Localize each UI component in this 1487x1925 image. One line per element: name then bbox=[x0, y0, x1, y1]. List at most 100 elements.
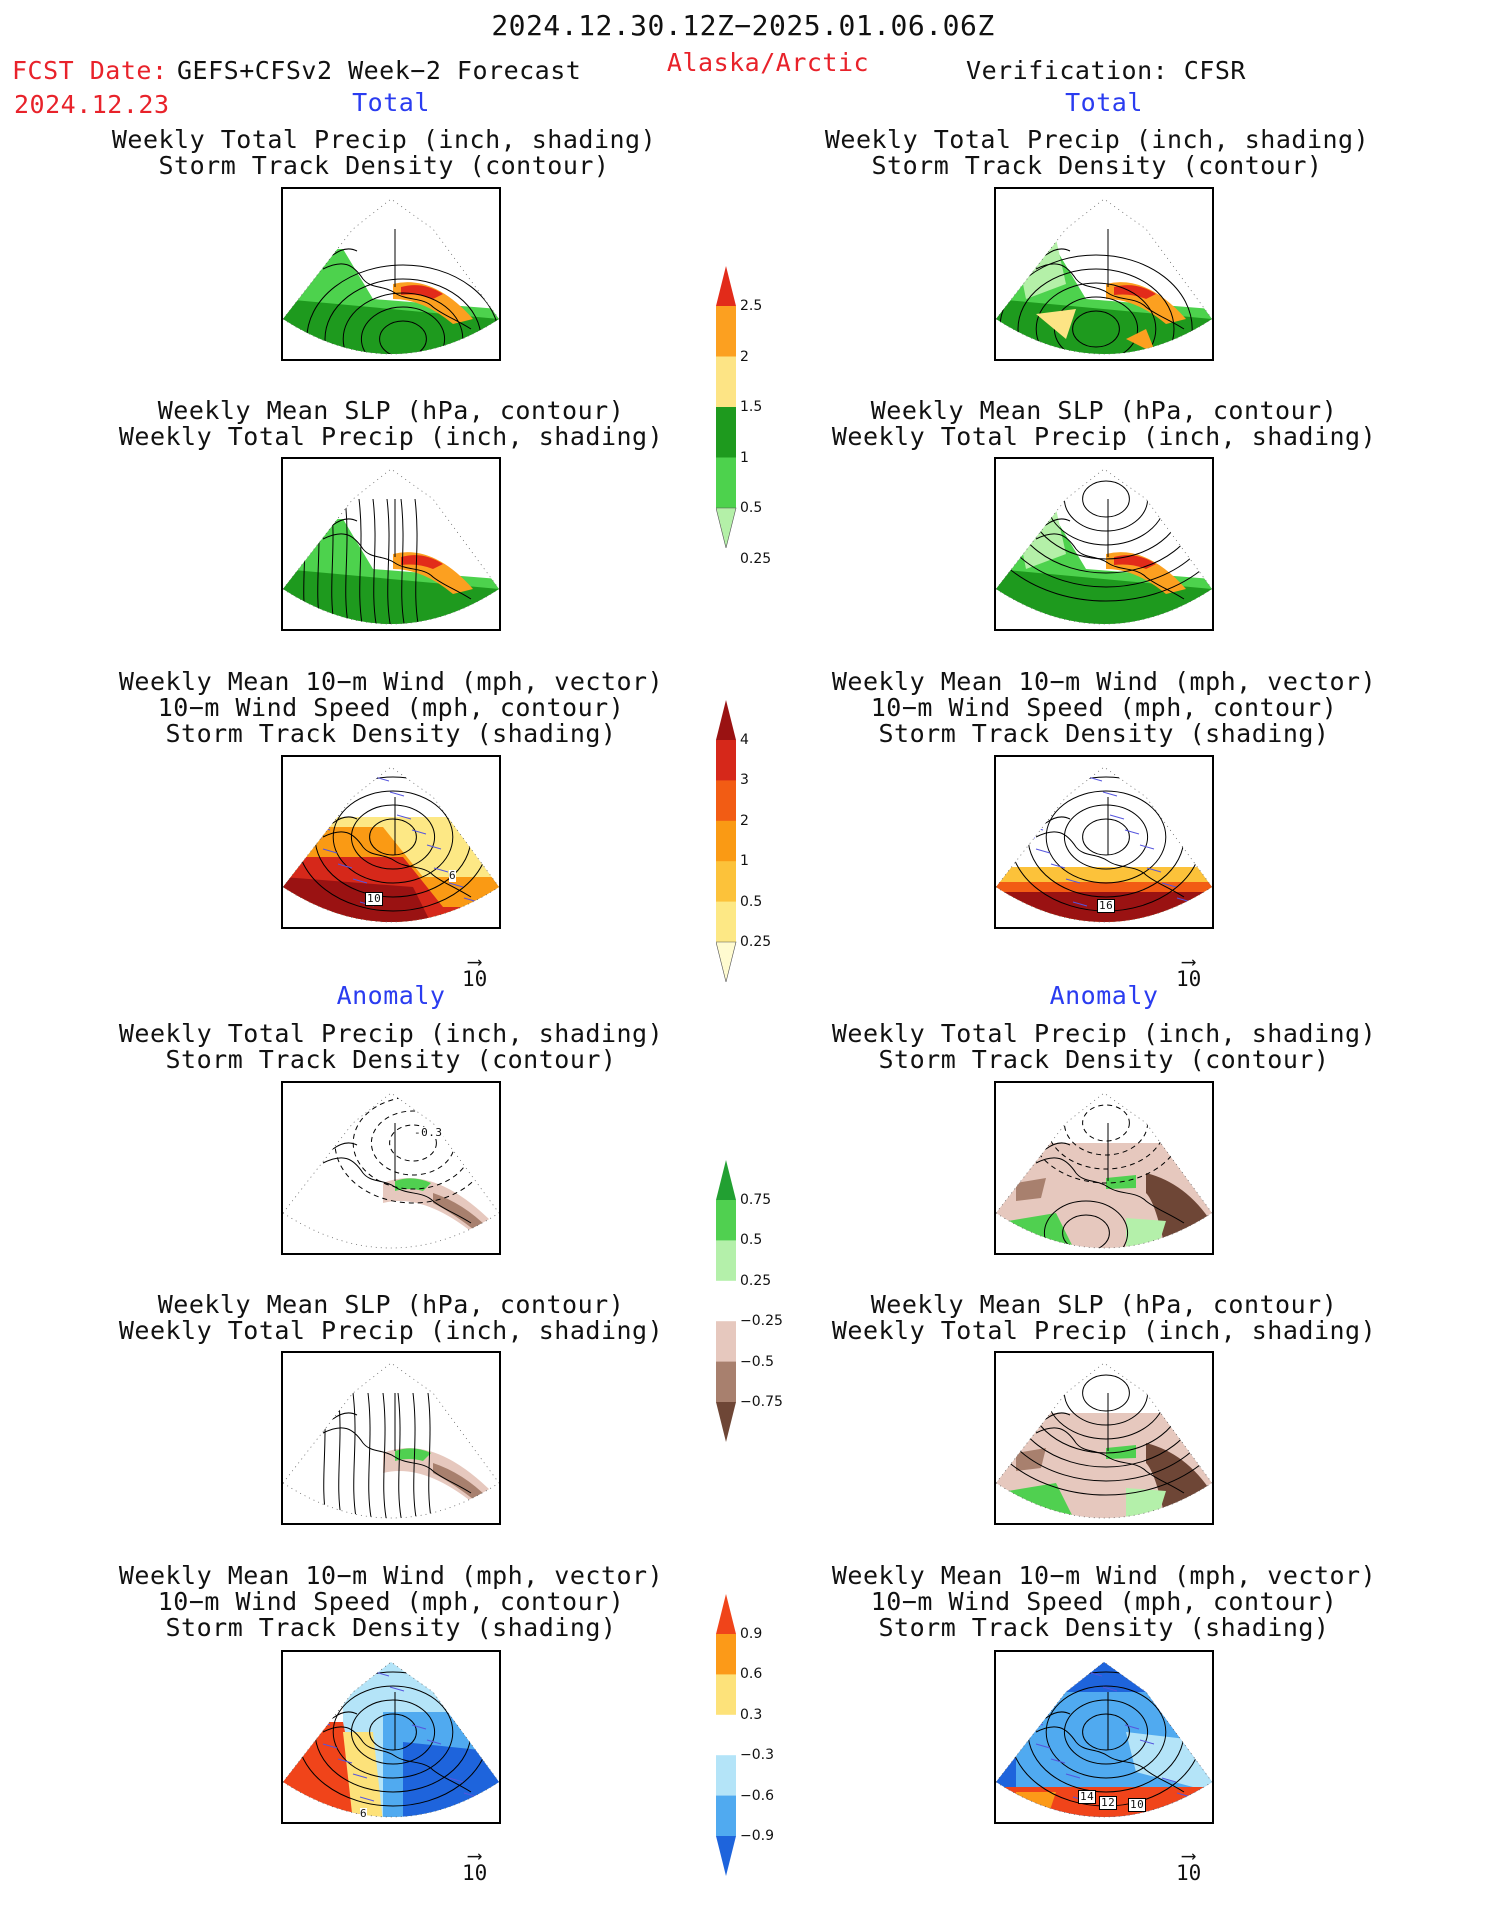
coastline bbox=[1035, 1393, 1185, 1494]
contour-line bbox=[1063, 469, 1149, 532]
anomaly-area bbox=[433, 1193, 488, 1233]
wind-vector bbox=[1035, 1743, 1051, 1749]
colorbar-band bbox=[716, 306, 736, 357]
contour-line bbox=[1063, 1699, 1149, 1765]
contour-line bbox=[427, 1392, 433, 1518]
contour-line bbox=[389, 1124, 437, 1162]
contour-line bbox=[358, 498, 364, 624]
map-obs-total-precip bbox=[994, 187, 1214, 361]
contour-line bbox=[332, 1685, 454, 1779]
colorbar-cap bbox=[716, 1594, 736, 1634]
contour-label: 12 bbox=[1099, 1796, 1118, 1810]
domain-boundary bbox=[283, 1092, 499, 1249]
colorbar-band bbox=[716, 1634, 736, 1675]
wind-vector bbox=[1161, 882, 1177, 888]
colorbar-band bbox=[716, 740, 736, 781]
wind-vector bbox=[1028, 825, 1044, 831]
coastline bbox=[322, 1692, 472, 1793]
map-fcst-total-precip bbox=[281, 187, 501, 361]
contour-line bbox=[337, 1392, 343, 1518]
colorbar-tick-label: 2 bbox=[740, 812, 749, 829]
anomaly-area bbox=[395, 1448, 431, 1461]
anomaly-area bbox=[395, 1178, 431, 1191]
panel-title-obs-anom-slp: Weekly Mean SLP (hPa, contour) Weekly Tot… bbox=[831, 1290, 1377, 1345]
panel-title-obs-total-slp: Weekly Mean SLP (hPa, contour) Weekly Tot… bbox=[831, 396, 1377, 451]
contour-line bbox=[412, 1392, 418, 1518]
colorbar-tick-label: 0.5 bbox=[740, 1232, 763, 1249]
colorbar-tick-label: 0.75 bbox=[740, 1192, 772, 1208]
wind-vector bbox=[1139, 1739, 1155, 1745]
panel-title-obs-total-wind: Weekly Mean 10−m Wind (mph, vector) 10−m … bbox=[831, 667, 1377, 748]
colorbar-tick-label: 4 bbox=[740, 732, 749, 748]
map-fcst-total-slp bbox=[281, 457, 501, 631]
contour-line bbox=[386, 498, 392, 624]
panel-title-obs-total-precip: Weekly Total Precip (inch, shading) Storm… bbox=[824, 125, 1370, 180]
colorbar-tick-label: −0.9 bbox=[740, 1828, 774, 1844]
coastline bbox=[1035, 797, 1185, 898]
anomaly-area bbox=[1016, 1792, 1056, 1817]
wind-vector bbox=[352, 1773, 368, 1779]
map-obs-anom-wind bbox=[994, 1650, 1214, 1824]
wind-vector bbox=[426, 844, 442, 850]
colorbar-tick-label: 1 bbox=[740, 449, 749, 466]
map-fcst-anom-wind bbox=[281, 1650, 501, 1824]
reference-vector-obs-anom: ⟶ 10 bbox=[1176, 1843, 1202, 1885]
contour-line bbox=[414, 498, 420, 624]
wind-vector bbox=[411, 829, 427, 835]
colorbar-tick-label: 0.25 bbox=[740, 550, 772, 567]
map-obs-anom-precip bbox=[994, 1081, 1214, 1255]
wind-vector bbox=[359, 1796, 375, 1802]
wind-vector bbox=[337, 1758, 353, 1764]
domain-boundary bbox=[283, 1362, 499, 1519]
contour-line bbox=[1043, 1200, 1129, 1248]
wind-vector bbox=[470, 780, 486, 786]
colorbar-band bbox=[716, 820, 736, 862]
wind-vector bbox=[1013, 1705, 1029, 1711]
section-anomaly-right: Anomaly bbox=[1049, 981, 1159, 1010]
wind-vector bbox=[1124, 1724, 1140, 1730]
panel-title-fcst-anom-precip: Weekly Total Precip (inch, shading) Storm… bbox=[118, 1019, 664, 1074]
contour-label: 6 bbox=[449, 869, 457, 882]
wind-vector bbox=[389, 1686, 405, 1692]
colorbar-cap bbox=[715, 941, 737, 983]
verification-label: Verification: CFSR bbox=[966, 56, 1246, 85]
wind-vector bbox=[1013, 810, 1029, 816]
anomaly-area bbox=[403, 1742, 499, 1817]
contour-line bbox=[350, 1699, 436, 1765]
contour-line bbox=[1082, 480, 1130, 518]
colorbar-tick-label: 0.5 bbox=[740, 500, 763, 516]
contour-line bbox=[1035, 282, 1157, 354]
wind-vector bbox=[1124, 829, 1140, 835]
colorbar-band bbox=[716, 1755, 736, 1797]
coastline bbox=[322, 797, 472, 898]
contour-label: 6 bbox=[360, 1807, 368, 1820]
panel-title-obs-anom-precip: Weekly Total Precip (inch, shading) Storm… bbox=[831, 1019, 1377, 1074]
precip-area bbox=[401, 555, 443, 569]
colorbar-tick-label: −0.5 bbox=[740, 1353, 774, 1370]
contour-line bbox=[369, 1713, 417, 1751]
domain-boundary bbox=[283, 198, 499, 355]
wind-vector bbox=[300, 810, 316, 816]
colorbar-tick-label: 1.5 bbox=[740, 399, 763, 415]
fcst-date-label: FCST Date: bbox=[12, 56, 168, 85]
colorbar-tick-label: 0.25 bbox=[740, 934, 772, 950]
contour-label: 10 bbox=[365, 892, 384, 906]
contour-line bbox=[382, 1392, 388, 1518]
wind-vector bbox=[1065, 1773, 1081, 1779]
colorbar-tick-label: 0.25 bbox=[740, 1272, 772, 1289]
wind-vector bbox=[1102, 791, 1118, 797]
colorbar-band bbox=[716, 356, 736, 408]
wind-vector bbox=[433, 867, 449, 873]
anomaly-area bbox=[433, 1463, 488, 1503]
domain-boundary bbox=[996, 1092, 1212, 1249]
model-name: GEFS+CFSv2 Week−2 Forecast bbox=[177, 56, 582, 85]
colorbar-tick-label: −0.3 bbox=[740, 1747, 774, 1764]
wind-vector bbox=[1035, 848, 1051, 854]
coastline bbox=[1035, 1692, 1185, 1793]
wind-vector bbox=[315, 1720, 331, 1726]
colorbar-tick-label: −0.75 bbox=[740, 1394, 783, 1410]
colorbar-track-anom: 0.9 0.6 0.3 −0.3 −0.6 −0.9 bbox=[716, 1594, 796, 1876]
contour-line bbox=[322, 1392, 328, 1518]
precip-area bbox=[1036, 309, 1076, 339]
contour-line bbox=[1082, 1374, 1130, 1412]
